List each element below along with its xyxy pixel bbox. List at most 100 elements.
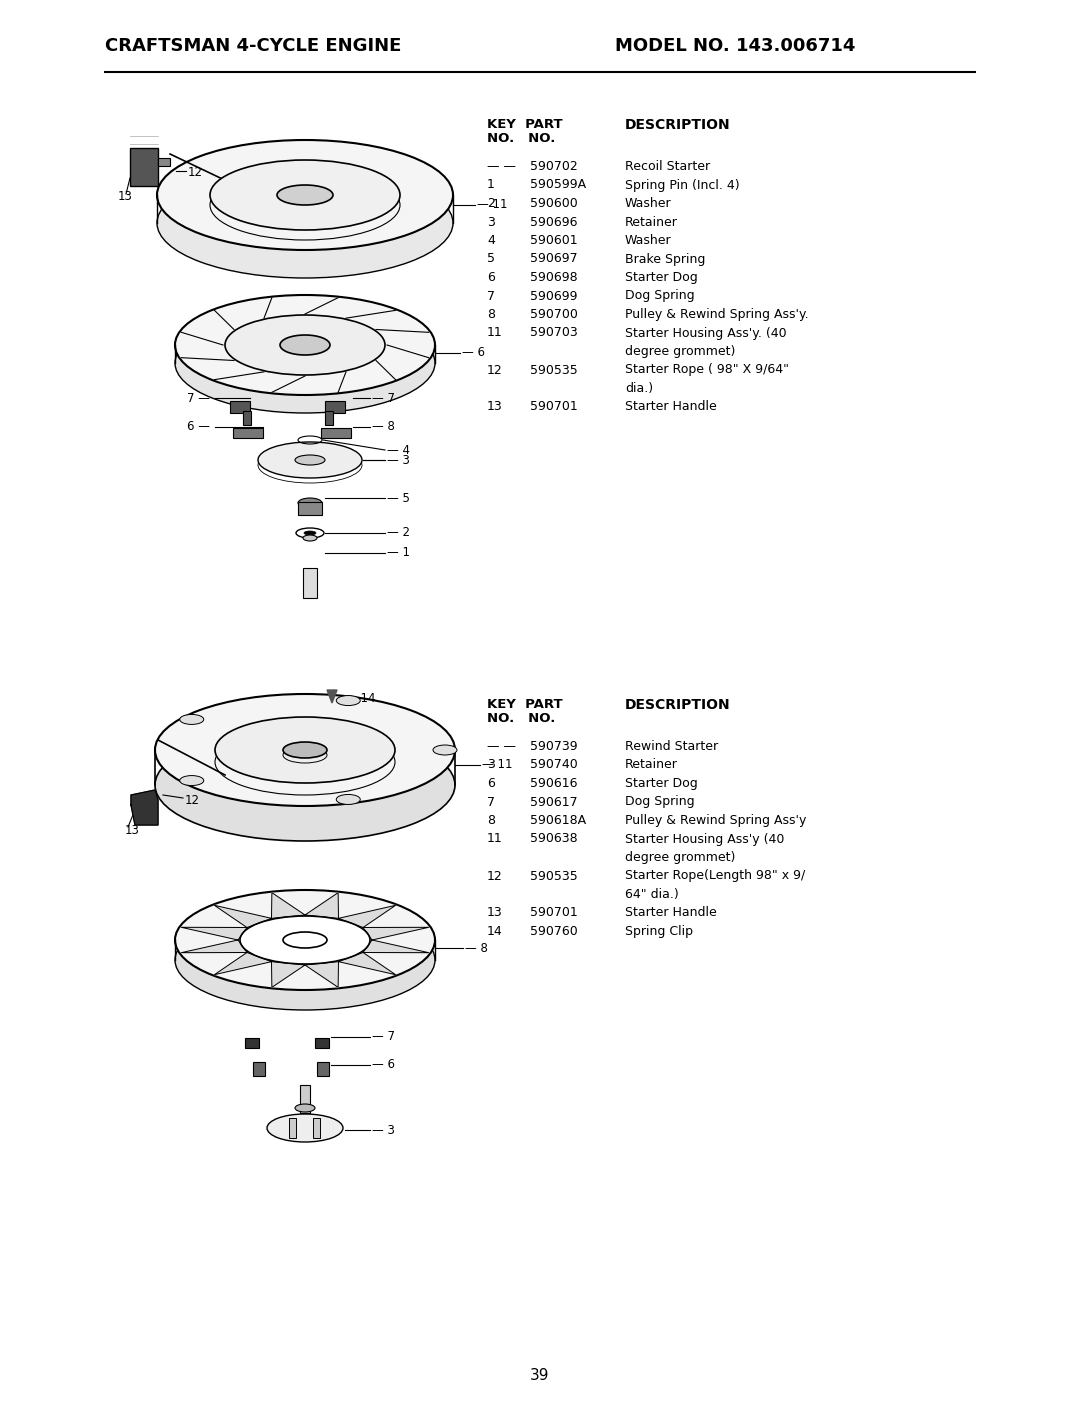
Text: — 3: — 3 bbox=[372, 1123, 395, 1137]
Text: 590702: 590702 bbox=[530, 160, 578, 172]
Text: — 6: — 6 bbox=[372, 1059, 395, 1071]
FancyBboxPatch shape bbox=[289, 1117, 296, 1138]
Text: — 11: — 11 bbox=[477, 199, 508, 212]
Text: — 5: — 5 bbox=[387, 492, 410, 505]
Text: KEY  PART: KEY PART bbox=[487, 118, 563, 130]
Text: 64" dia.): 64" dia.) bbox=[625, 887, 678, 901]
Text: 590616: 590616 bbox=[530, 777, 578, 789]
Text: Starter Rope(Length 98" x 9/: Starter Rope(Length 98" x 9/ bbox=[625, 869, 806, 882]
Text: 6: 6 bbox=[487, 777, 495, 789]
Text: 590760: 590760 bbox=[530, 925, 578, 938]
Polygon shape bbox=[181, 939, 247, 953]
Polygon shape bbox=[327, 690, 337, 702]
FancyBboxPatch shape bbox=[230, 401, 249, 414]
Ellipse shape bbox=[157, 168, 453, 278]
Text: 5: 5 bbox=[487, 252, 495, 265]
Text: DESCRIPTION: DESCRIPTION bbox=[625, 118, 731, 132]
Text: degree grommet): degree grommet) bbox=[625, 345, 735, 358]
Text: 590701: 590701 bbox=[530, 401, 578, 414]
FancyBboxPatch shape bbox=[253, 1061, 265, 1075]
Text: — 8: — 8 bbox=[465, 942, 488, 955]
Text: degree grommet): degree grommet) bbox=[625, 851, 735, 864]
Ellipse shape bbox=[258, 442, 362, 478]
Text: dia.): dia.) bbox=[625, 381, 653, 395]
Ellipse shape bbox=[336, 795, 361, 805]
Text: NO.   NO.: NO. NO. bbox=[487, 132, 555, 144]
Text: 590599A: 590599A bbox=[530, 178, 586, 192]
Text: 590698: 590698 bbox=[530, 271, 578, 285]
FancyBboxPatch shape bbox=[321, 428, 351, 437]
Text: Brake Spring: Brake Spring bbox=[625, 252, 705, 265]
Text: 4: 4 bbox=[487, 234, 495, 247]
Text: KEY  PART: KEY PART bbox=[487, 698, 563, 711]
Text: 11: 11 bbox=[487, 833, 503, 845]
Text: 8: 8 bbox=[487, 815, 495, 827]
Polygon shape bbox=[305, 893, 338, 918]
Ellipse shape bbox=[303, 536, 318, 541]
Text: — 3: — 3 bbox=[387, 453, 410, 467]
Text: 7 —: 7 — bbox=[187, 391, 210, 405]
FancyBboxPatch shape bbox=[313, 1117, 320, 1138]
Text: 13: 13 bbox=[125, 823, 140, 837]
Ellipse shape bbox=[276, 185, 333, 205]
Polygon shape bbox=[215, 952, 271, 974]
Text: 590618A: 590618A bbox=[530, 815, 586, 827]
Text: CRAFTSMAN 4-CYCLE ENGINE: CRAFTSMAN 4-CYCLE ENGINE bbox=[105, 36, 402, 55]
Text: NO.   NO.: NO. NO. bbox=[487, 712, 555, 725]
Ellipse shape bbox=[156, 694, 455, 806]
Text: — 11: — 11 bbox=[482, 758, 513, 771]
FancyBboxPatch shape bbox=[315, 1037, 329, 1049]
Ellipse shape bbox=[215, 716, 395, 782]
Text: Dog Spring: Dog Spring bbox=[625, 795, 694, 809]
Text: 13: 13 bbox=[487, 907, 503, 920]
Ellipse shape bbox=[179, 775, 204, 785]
Text: Starter Housing Ass'y (40: Starter Housing Ass'y (40 bbox=[625, 833, 784, 845]
Text: 6 —: 6 — bbox=[187, 421, 210, 433]
Ellipse shape bbox=[179, 715, 204, 725]
Ellipse shape bbox=[283, 742, 327, 758]
Text: Spring Pin (Incl. 4): Spring Pin (Incl. 4) bbox=[625, 178, 740, 192]
FancyBboxPatch shape bbox=[325, 401, 345, 414]
Text: 12: 12 bbox=[487, 869, 503, 882]
Text: Starter Handle: Starter Handle bbox=[625, 401, 717, 414]
Text: 13: 13 bbox=[487, 401, 503, 414]
Ellipse shape bbox=[175, 313, 435, 414]
FancyBboxPatch shape bbox=[318, 1061, 329, 1075]
Text: — 7: — 7 bbox=[372, 1030, 395, 1043]
Text: Pulley & Rewind Spring Ass'y: Pulley & Rewind Spring Ass'y bbox=[625, 815, 807, 827]
Text: 7: 7 bbox=[487, 795, 495, 809]
Text: — 1: — 1 bbox=[387, 547, 410, 559]
Text: 8: 8 bbox=[487, 308, 495, 321]
Polygon shape bbox=[338, 952, 395, 974]
Text: 590535: 590535 bbox=[530, 363, 578, 377]
Text: 12: 12 bbox=[188, 167, 203, 179]
Polygon shape bbox=[131, 789, 158, 824]
Text: 590699: 590699 bbox=[530, 289, 578, 303]
Ellipse shape bbox=[225, 315, 384, 374]
FancyBboxPatch shape bbox=[130, 149, 158, 186]
Text: Washer: Washer bbox=[625, 198, 672, 210]
Text: Dog Spring: Dog Spring bbox=[625, 289, 694, 303]
Text: DESCRIPTION: DESCRIPTION bbox=[625, 698, 731, 712]
FancyBboxPatch shape bbox=[298, 502, 322, 515]
Text: 11: 11 bbox=[487, 327, 503, 339]
Ellipse shape bbox=[210, 160, 400, 230]
Ellipse shape bbox=[295, 456, 325, 465]
Text: 590703: 590703 bbox=[530, 327, 578, 339]
Text: 2: 2 bbox=[487, 198, 495, 210]
Polygon shape bbox=[338, 906, 395, 928]
Text: 590638: 590638 bbox=[530, 833, 578, 845]
Text: — 14: — 14 bbox=[345, 691, 376, 704]
Text: Pulley & Rewind Spring Ass'y.: Pulley & Rewind Spring Ass'y. bbox=[625, 308, 809, 321]
FancyBboxPatch shape bbox=[243, 411, 251, 425]
Text: 39: 39 bbox=[530, 1367, 550, 1382]
Text: 590696: 590696 bbox=[530, 216, 578, 229]
Text: 3: 3 bbox=[487, 758, 495, 771]
Text: — 6: — 6 bbox=[462, 346, 485, 359]
Polygon shape bbox=[271, 962, 305, 987]
Text: Starter Housing Ass'y. (40: Starter Housing Ass'y. (40 bbox=[625, 327, 786, 339]
Text: 590701: 590701 bbox=[530, 907, 578, 920]
Text: — —: — — bbox=[487, 160, 516, 172]
FancyBboxPatch shape bbox=[158, 158, 170, 165]
Text: Retainer: Retainer bbox=[625, 758, 678, 771]
